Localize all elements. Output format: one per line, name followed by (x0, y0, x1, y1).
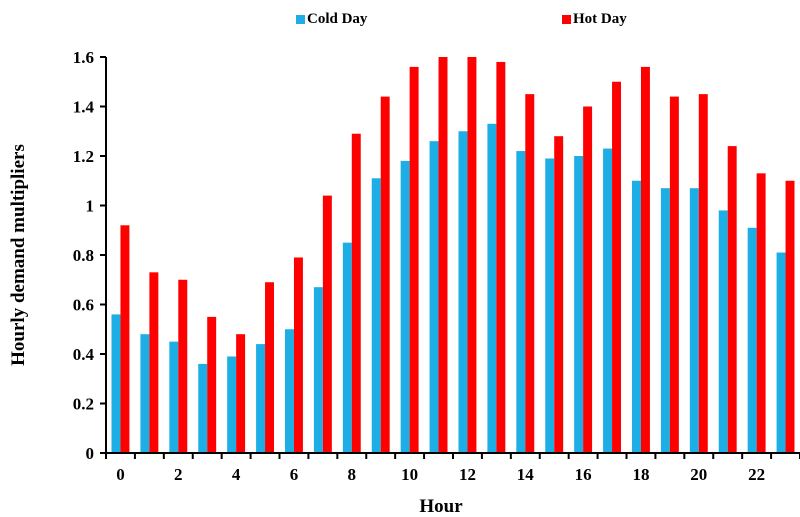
hot-day-bar-16 (583, 106, 593, 453)
x-tick-label: 4 (232, 465, 241, 484)
cold-day-bar-2 (169, 341, 179, 454)
cold-day-bar-1 (140, 334, 150, 453)
cold-day-bar-20 (689, 188, 699, 453)
hot-day-bar-7 (322, 195, 332, 453)
cold-day-bar-3 (198, 363, 208, 453)
hot-day-bar-0 (120, 225, 130, 453)
cold-day-bar-4 (227, 356, 237, 453)
cold-day-swatch (296, 15, 305, 24)
hot-day-bar-22 (756, 173, 766, 453)
cold-day-bar-0 (111, 314, 121, 453)
cold-day-bar-19 (660, 188, 670, 453)
x-tick-label: 6 (290, 465, 299, 484)
hot-day-bar-11 (438, 57, 448, 453)
hot-day-bar-23 (785, 180, 795, 453)
hot-day-bar-14 (525, 94, 535, 453)
bars-group (111, 57, 795, 454)
cold-day-bar-16 (574, 156, 584, 453)
hot-day-bar-20 (698, 94, 708, 453)
x-tick-label: 16 (575, 465, 592, 484)
cold-day-bar-18 (631, 180, 641, 453)
cold-day-bar-10 (400, 160, 410, 453)
y-tick-label: 1.6 (73, 48, 94, 67)
cold-day-bar-9 (371, 178, 381, 453)
cold-day-bar-8 (342, 242, 352, 454)
cold-day-bar-22 (747, 227, 757, 453)
hot-day-bar-12 (467, 57, 477, 453)
cold-day-bar-15 (545, 158, 555, 454)
y-tick-label: 0 (86, 444, 95, 463)
legend-cold-day-label: Cold Day (307, 11, 368, 27)
cold-day-bar-14 (516, 151, 526, 454)
cold-day-bar-23 (776, 252, 786, 453)
hot-day-bar-15 (554, 136, 564, 453)
y-tick-label: 0.6 (73, 296, 94, 315)
cold-day-bar-11 (429, 141, 439, 453)
legend-cold-day: Cold Day (296, 11, 367, 28)
cold-day-bar-13 (487, 123, 497, 453)
cold-day-bar-17 (603, 148, 613, 453)
cold-day-bar-7 (313, 287, 323, 453)
x-tick-label: 20 (690, 465, 707, 484)
cold-day-bar-5 (256, 344, 266, 453)
hot-day-bar-13 (496, 61, 506, 453)
y-tick-label: 1.2 (73, 147, 94, 166)
y-ticks: 0 0.2 0.4 0.6 0.8 1 1.2 1.4 1.6 (73, 48, 106, 463)
hot-day-bar-3 (207, 316, 217, 454)
hot-day-bar-4 (236, 334, 246, 453)
x-ticks: 0 2 4 6 8 10 12 14 16 18 20 22 (105, 453, 800, 484)
y-axis-label: Hourly demand multipliers (8, 144, 29, 366)
x-tick-label: 12 (459, 465, 476, 484)
hot-day-bar-9 (380, 96, 390, 453)
x-tick-label: 2 (174, 465, 183, 484)
hot-day-bar-21 (727, 146, 737, 453)
hot-day-bar-19 (669, 96, 679, 453)
x-tick-label: 0 (116, 465, 125, 484)
hot-day-swatch (562, 15, 571, 24)
x-tick-label: 14 (517, 465, 535, 484)
hot-day-bar-8 (351, 133, 361, 453)
hot-day-bar-6 (293, 257, 303, 453)
hot-day-bar-10 (409, 66, 419, 454)
legend-hot-day-label: Hot Day (573, 11, 627, 27)
hot-day-bar-2 (178, 279, 188, 453)
y-tick-label: 0.2 (73, 395, 94, 414)
y-tick-label: 0.8 (73, 246, 94, 265)
legend-hot-day: Hot Day (562, 11, 627, 28)
y-tick-label: 1 (86, 197, 95, 216)
x-tick-label: 10 (401, 465, 418, 484)
y-tick-label: 1.4 (73, 98, 95, 117)
x-tick-label: 18 (632, 465, 649, 484)
x-axis-label: Hour (419, 496, 463, 517)
cold-day-bar-21 (718, 210, 728, 453)
x-tick-label: 8 (348, 465, 357, 484)
cold-day-bar-12 (458, 131, 468, 453)
cold-day-bar-6 (284, 329, 294, 453)
hot-day-bar-18 (640, 66, 650, 454)
hot-day-bar-5 (265, 282, 274, 453)
hot-day-bar-1 (149, 272, 159, 453)
y-tick-label: 0.4 (73, 345, 95, 364)
x-tick-label: 22 (748, 465, 765, 484)
hot-day-bar-17 (612, 81, 621, 453)
